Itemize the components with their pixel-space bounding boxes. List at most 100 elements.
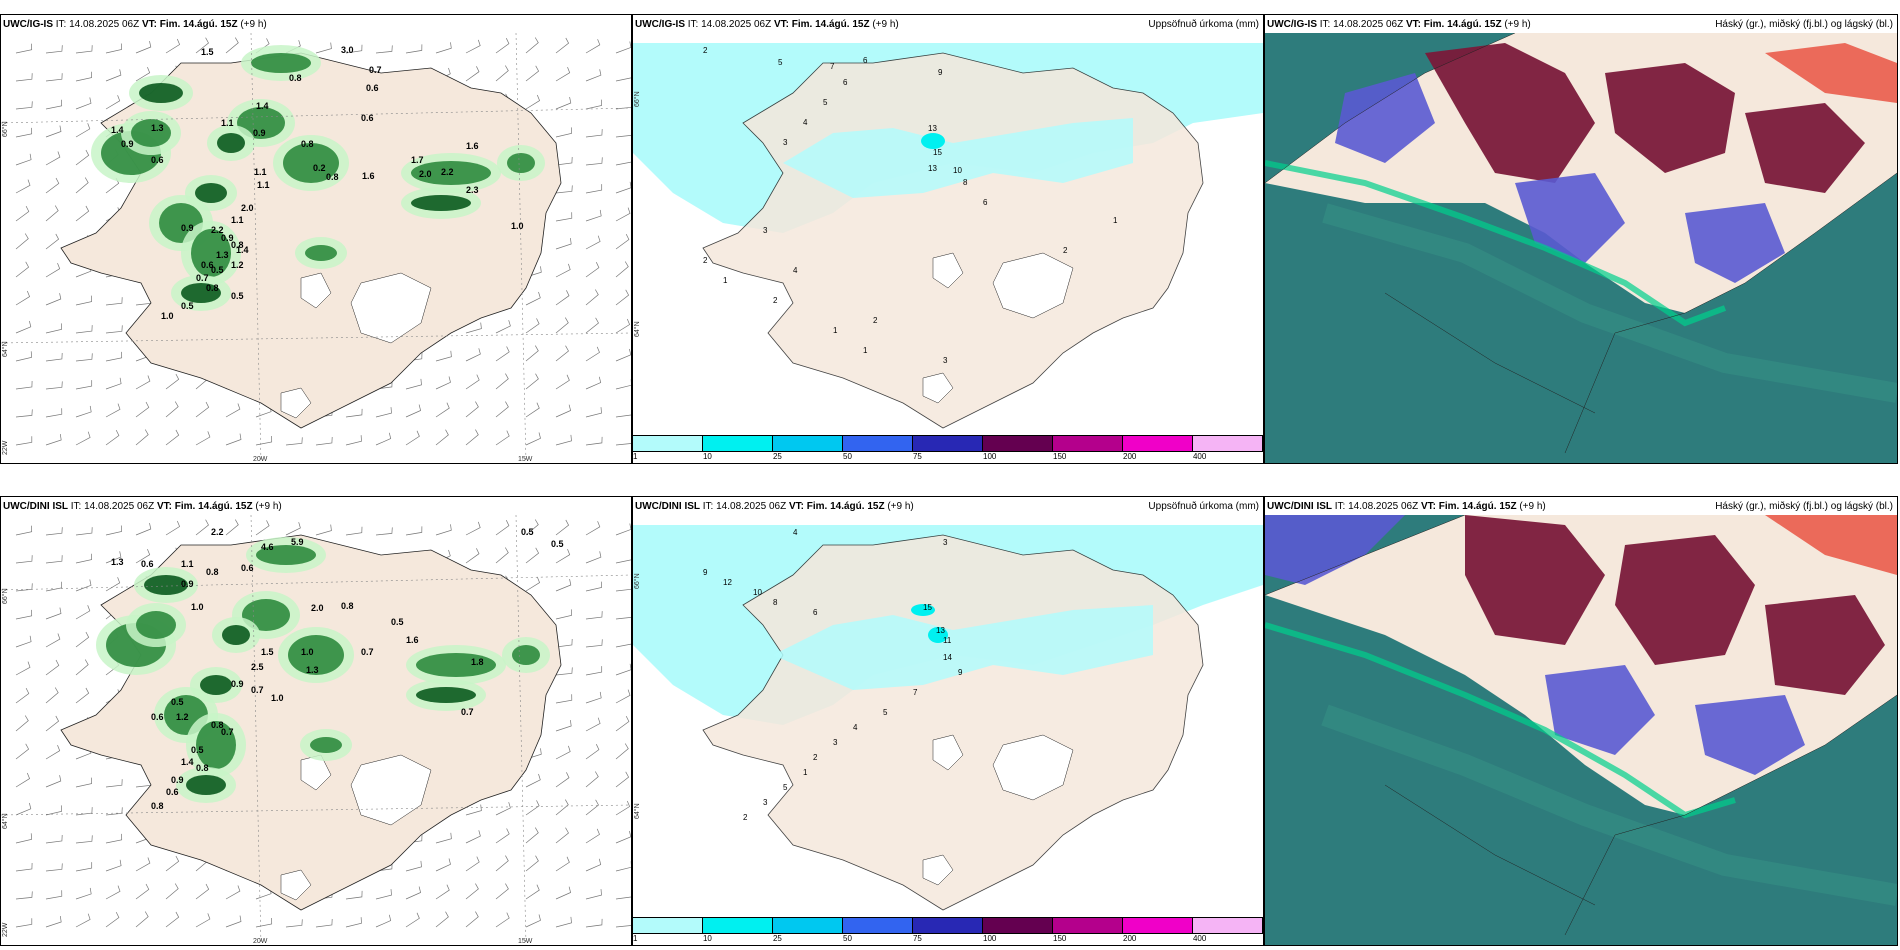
wind-barb: [135, 66, 151, 82]
value-label: 1: [1113, 216, 1118, 225]
legend-tick: 25: [772, 452, 782, 461]
map-iceland-wind-precip[interactable]: 2.24.6 5.90.50.51.3 0.6 1.10.8 0.60.91.0 2.0 0…: [1, 515, 631, 945]
wind-barb: [375, 432, 392, 446]
wind-barb: [45, 233, 60, 250]
wind-barb: [465, 804, 482, 816]
wind-barb: [315, 42, 332, 54]
value-label: 2: [703, 256, 708, 265]
wind-barb: [105, 351, 123, 362]
wind-barb: [345, 917, 362, 928]
wind-barb: [135, 857, 151, 872]
legend-swatch: [703, 436, 773, 451]
wind-barb: [495, 547, 509, 564]
wind-barb: [45, 99, 63, 110]
value-label: 0.8: [211, 720, 224, 730]
wind-barb: [15, 101, 33, 110]
value-label: 0.5: [231, 291, 244, 301]
value-label: 1.0: [511, 221, 524, 231]
lon-label-22w: 22W: [2, 922, 9, 937]
wind-barb: [405, 430, 420, 446]
wind-barb: [45, 381, 63, 390]
wind-barb: [15, 290, 31, 306]
value-label: 9: [703, 568, 708, 577]
wind-barb: [15, 583, 33, 592]
value-label: 0.5: [191, 745, 204, 755]
value-label: 0.8: [196, 763, 209, 773]
wind-barb: [465, 66, 480, 82]
value-label: 8: [773, 598, 778, 607]
wind-barb: [585, 611, 603, 620]
value-label: 0.7: [361, 647, 374, 657]
wind-barb: [45, 581, 63, 592]
wind-barb: [615, 896, 631, 900]
wind-barb: [495, 373, 509, 390]
wind-barb: [15, 891, 33, 900]
wind-barb: [165, 883, 179, 900]
wind-barb: [45, 659, 60, 676]
wind-barb: [45, 293, 62, 306]
wind-barb: [525, 402, 540, 418]
precip-values: 1.5 3.00.70.60.81.40.60.91.11.31.40.90.60…: [111, 45, 524, 321]
wind-barb: [495, 855, 509, 872]
value-label: 2: [743, 813, 748, 822]
wind-barb: [585, 262, 600, 278]
wind-barb: [165, 429, 180, 446]
value-label: 0.5: [391, 617, 404, 627]
value-label: 1.0: [271, 693, 284, 703]
value-label: 6: [843, 78, 848, 87]
map-iceland-cloud-cover[interactable]: [1265, 33, 1897, 463]
legend-swatch: [703, 918, 773, 933]
panel-header: UWC/IG-IS IT: 14.08.2025 06Z VT: Fim. 14…: [1267, 19, 1531, 30]
wind-barb: [435, 429, 449, 446]
value-label: 4: [793, 528, 798, 537]
wind-barb: [435, 42, 452, 54]
map-iceland-cloud-cover[interactable]: [1265, 515, 1897, 945]
wind-barb: [435, 402, 450, 418]
precip-field: [96, 537, 550, 803]
wind-barb: [555, 720, 572, 732]
value-label: 1.6: [466, 141, 479, 151]
wind-barb: [615, 261, 629, 278]
value-label: 7: [913, 688, 918, 697]
map-iceland-wind-precip[interactable]: 1.5 3.00.70.60.81.40.60.91.11.31.40.90.60…: [1, 33, 631, 463]
wind-barb: [45, 73, 63, 82]
wind-barb: [495, 883, 509, 900]
wind-barb: [45, 205, 59, 222]
precip-area-heavy: [196, 721, 236, 769]
wind-barb: [585, 717, 601, 732]
wind-barb: [525, 576, 541, 592]
wind-barb: [285, 437, 303, 446]
wind-barb: [135, 548, 151, 564]
field-title: Háský (gr.), miðský (fj.bl.) og lágský (…: [1715, 501, 1893, 512]
value-label: 1: [803, 768, 808, 777]
wind-barb: [435, 884, 450, 900]
wind-barb: [45, 408, 63, 418]
wind-barb: [45, 262, 61, 278]
precip-area-heavy: [416, 687, 476, 703]
wind-barb: [615, 233, 630, 250]
value-label: 0.9: [181, 223, 194, 233]
wind-barb: [45, 352, 63, 362]
legend-tick: 25: [772, 934, 782, 943]
wind-barb: [555, 290, 570, 306]
wind-barb: [345, 526, 363, 536]
wind-barb: [135, 41, 152, 54]
wind-barb: [435, 832, 452, 844]
wind-barb: [555, 916, 572, 928]
value-label: 1.4: [111, 125, 124, 135]
value-label: 1.6: [406, 635, 419, 645]
precip-area-heavy: [416, 653, 496, 677]
wind-barb: [495, 912, 510, 928]
wind-barb: [105, 429, 120, 446]
wind-barb: [405, 526, 423, 536]
wind-barb: [345, 44, 363, 54]
legend-swatch: [913, 436, 983, 451]
wind-barb: [615, 715, 630, 732]
wind-barb: [45, 805, 62, 816]
precip-area-heavy: [186, 775, 226, 795]
value-label: 0.7: [461, 707, 474, 717]
precip-area-heavy: [512, 645, 540, 665]
wind-barb: [225, 915, 242, 928]
